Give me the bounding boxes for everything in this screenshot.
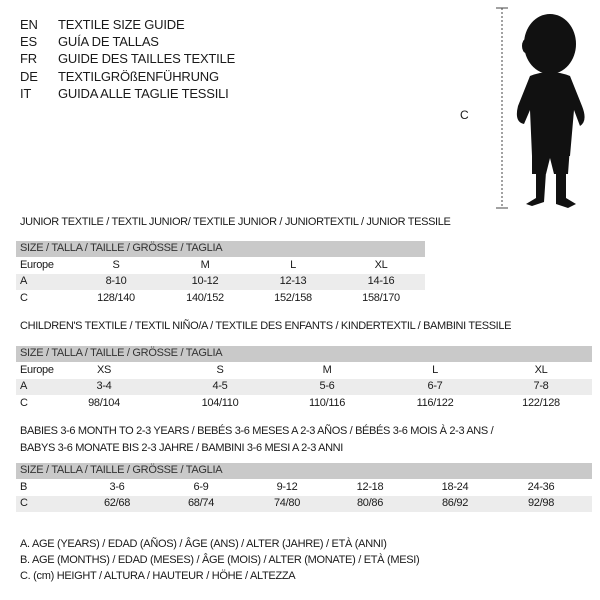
table-cell: 140/152 bbox=[186, 291, 224, 304]
row-label: C bbox=[20, 396, 28, 409]
table-cell: 104/110 bbox=[201, 396, 239, 409]
babies-section-title-line2: BABYS 3-6 MONATE BIS 2-3 JAHRE / BAMBINI… bbox=[20, 442, 343, 454]
table-row: C 128/140 140/152 152/158 158/170 bbox=[16, 291, 425, 307]
table-cell: 92/98 bbox=[527, 497, 555, 509]
legend-c: C. (cm) HEIGHT / ALTURA / HAUTEUR / HÖHE… bbox=[20, 570, 296, 582]
guide-title: TEXTILE SIZE GUIDE bbox=[58, 17, 185, 32]
row-label: A bbox=[20, 275, 28, 287]
table-cell: 74/80 bbox=[273, 497, 301, 509]
table-cell: 3-6 bbox=[109, 480, 125, 493]
table-cell: XS bbox=[96, 363, 112, 376]
table-row: Europe XS S M L XL bbox=[16, 363, 592, 379]
row-label: Europe bbox=[20, 258, 54, 271]
table-cell: XL bbox=[534, 363, 548, 376]
table-cell: 68/74 bbox=[187, 497, 215, 509]
table-cell: 6-7 bbox=[427, 380, 443, 392]
table-row: B 3-6 6-9 9-12 12-18 18-24 24-36 bbox=[16, 480, 592, 496]
table-cell: 122/128 bbox=[522, 396, 560, 409]
row-label: Europe bbox=[20, 363, 54, 376]
row-label: C bbox=[20, 291, 28, 304]
table-cell: 12-13 bbox=[279, 275, 307, 287]
guide-title: GUIDA ALLE TAGLIE TESSILI bbox=[58, 85, 229, 101]
table-cell: L bbox=[290, 258, 296, 271]
babies-section-title-line1: BABIES 3-6 MONTH TO 2-3 YEARS / BEBÉS 3-… bbox=[20, 425, 494, 437]
table-cell: 5-6 bbox=[319, 380, 335, 392]
language-code: IT bbox=[20, 85, 32, 101]
children-section-title-text: CHILDREN'S TEXTILE / TEXTIL NIÑO/A / TEX… bbox=[20, 320, 512, 332]
language-code: ES bbox=[20, 34, 37, 50]
table-cell: XL bbox=[374, 258, 388, 271]
legend-a: A. AGE (YEARS) / EDAD (AÑOS) / ÂGE (ANS)… bbox=[20, 538, 387, 550]
language-code: FR bbox=[20, 51, 37, 67]
table-cell: 8-10 bbox=[105, 275, 127, 287]
table-cell: 12-18 bbox=[356, 480, 384, 493]
table-cell: 116/122 bbox=[416, 396, 454, 409]
language-code: EN bbox=[20, 17, 38, 32]
size-header-row: SIZE / TALLA / TAILLE / GRÖSSE / TAGLIA bbox=[16, 346, 592, 362]
table-cell: 3-4 bbox=[96, 380, 112, 392]
child-silhouette-figure bbox=[496, 7, 585, 209]
guide-title: GUIDE DES TAILLES TEXTILE bbox=[58, 51, 236, 67]
table-cell: 18-24 bbox=[441, 480, 469, 493]
table-cell: 152/158 bbox=[274, 291, 312, 304]
junior-size-table: SIZE / TALLA / TAILLE / GRÖSSE / TAGLIA E… bbox=[16, 241, 425, 306]
table-cell: 62/68 bbox=[103, 497, 131, 509]
table-cell: 128/140 bbox=[97, 291, 135, 304]
babies-size-table: SIZE / TALLA / TAILLE / GRÖSSE / TAGLIA B… bbox=[16, 463, 592, 512]
table-cell: 10-12 bbox=[191, 275, 219, 287]
table-cell: 24-36 bbox=[527, 480, 555, 493]
table-cell: S bbox=[216, 363, 224, 376]
table-cell: M bbox=[322, 363, 332, 376]
table-cell: M bbox=[200, 258, 210, 271]
table-cell: 86/92 bbox=[441, 497, 469, 509]
table-cell: 98/104 bbox=[88, 396, 120, 409]
table-row: C 62/68 68/74 74/80 80/86 86/92 92/98 bbox=[16, 496, 592, 512]
row-label: B bbox=[20, 480, 28, 493]
table-cell: S bbox=[112, 258, 120, 271]
table-cell: L bbox=[432, 363, 438, 376]
guide-title: TEXTILGRÖßENFÜHRUNG bbox=[58, 68, 219, 84]
table-cell: 14-16 bbox=[367, 275, 395, 287]
table-cell: 110/116 bbox=[308, 396, 346, 409]
children-section-title: CHILDREN'S TEXTILE / TEXTIL NIÑO/A / TEX… bbox=[20, 320, 512, 332]
size-header-row: SIZE / TALLA / TAILLE / GRÖSSE / TAGLIA bbox=[16, 463, 592, 479]
table-cell: 6-9 bbox=[193, 480, 209, 493]
table-cell: 158/170 bbox=[362, 291, 400, 304]
table-cell: 9-12 bbox=[276, 480, 298, 493]
table-row: A 8-10 10-12 12-13 14-16 bbox=[16, 274, 425, 290]
table-row: A 3-4 4-5 5-6 6-7 7-8 bbox=[16, 379, 592, 395]
junior-section-title: JUNIOR TEXTILE / TEXTIL JUNIOR/ TEXTILE … bbox=[20, 216, 451, 228]
height-measure-label: C bbox=[460, 108, 469, 122]
table-cell: 80/86 bbox=[356, 497, 384, 509]
table-row: Europe S M L XL bbox=[16, 258, 425, 274]
row-label: A bbox=[20, 380, 28, 392]
table-cell: 7-8 bbox=[533, 380, 549, 392]
table-cell: 4-5 bbox=[212, 380, 228, 392]
guide-title: GUÍA DE TALLAS bbox=[58, 34, 159, 50]
legend-b: B. AGE (MONTHS) / EDAD (MESES) / ÂGE (MO… bbox=[20, 554, 420, 566]
language-code: DE bbox=[20, 68, 38, 84]
children-size-table: SIZE / TALLA / TAILLE / GRÖSSE / TAGLIA E… bbox=[16, 346, 592, 411]
table-row: C 98/104 104/110 110/116 116/122 122/128 bbox=[16, 396, 592, 412]
size-header-row: SIZE / TALLA / TAILLE / GRÖSSE / TAGLIA bbox=[16, 241, 425, 257]
row-label: C bbox=[20, 497, 28, 509]
